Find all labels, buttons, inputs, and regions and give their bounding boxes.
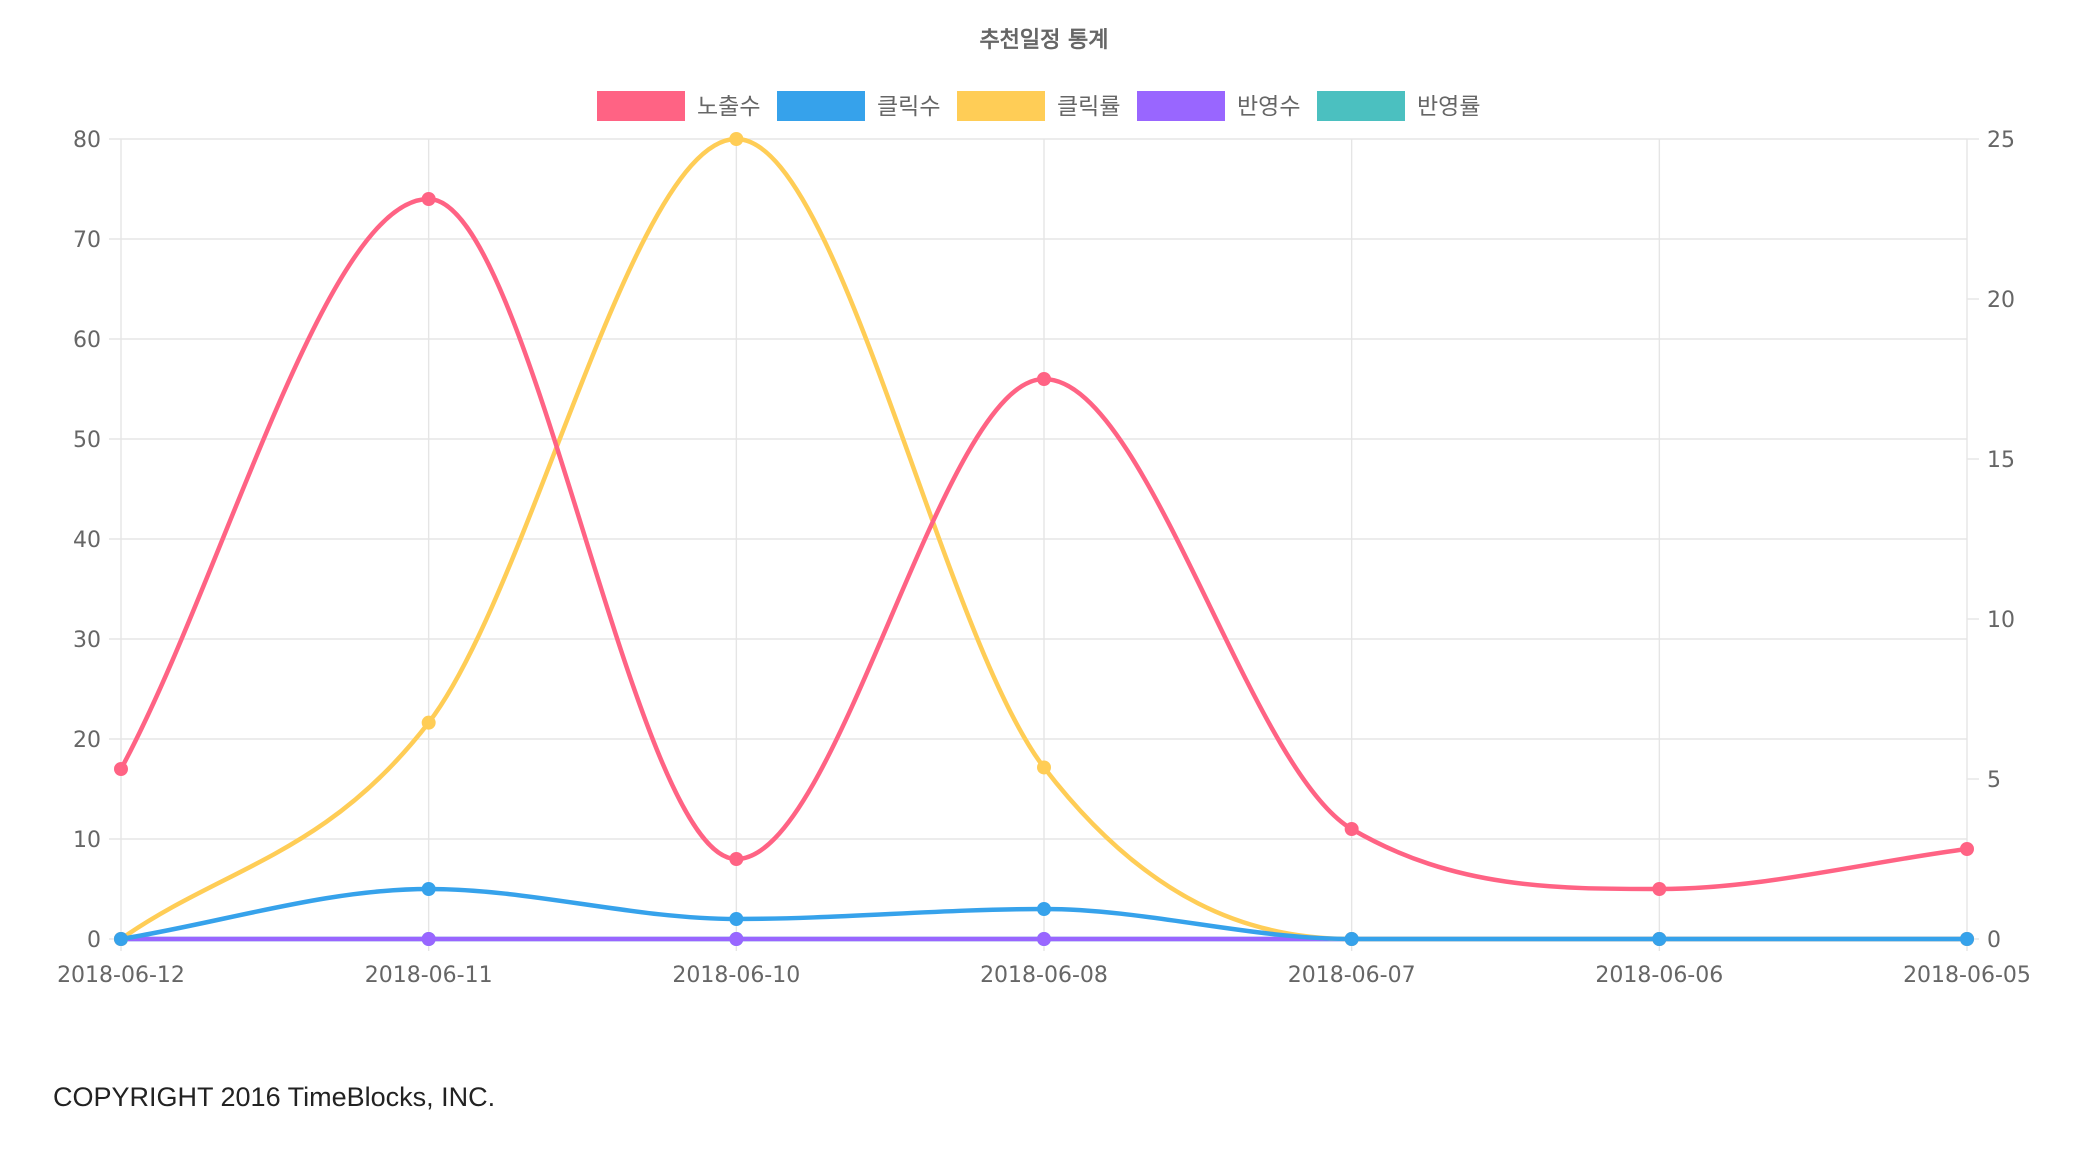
y-left-tick-label: 20 [73, 728, 101, 753]
y-right-tick-label: 20 [1987, 288, 2015, 313]
data-point [1960, 932, 1974, 946]
data-point [1344, 822, 1359, 836]
y-left-tick-label: 50 [73, 428, 101, 453]
copyright-footer: COPYRIGHT 2016 TimeBlocks, INC. [53, 1082, 496, 1112]
y-left-tick-label: 40 [73, 528, 101, 553]
legend-swatch [777, 91, 865, 121]
data-point [1652, 882, 1667, 896]
legend-label: 클릭률 [1057, 94, 1120, 120]
legend-label: 반영률 [1417, 94, 1480, 120]
x-tick-label: 2018-06-07 [1288, 963, 1416, 988]
legend-swatch [1317, 91, 1405, 121]
data-point [1344, 932, 1359, 946]
y-right-tick-label: 15 [1987, 448, 2015, 473]
y-left-tick-label: 10 [73, 828, 101, 853]
x-tick-label: 2018-06-05 [1903, 963, 2031, 988]
y-right-tick-label: 25 [1987, 128, 2015, 153]
chart-title: 추천일정 통계 [979, 28, 1108, 53]
y-left-tick-label: 80 [73, 128, 101, 153]
legend-label: 노출수 [697, 94, 760, 120]
data-point [729, 932, 744, 946]
y-left-tick-label: 70 [73, 228, 101, 253]
x-tick-label: 2018-06-08 [980, 963, 1108, 988]
data-point [1037, 760, 1051, 775]
data-point [114, 932, 128, 946]
data-point [421, 882, 436, 896]
y-left-tick-label: 60 [73, 328, 101, 353]
data-point [1037, 932, 1051, 946]
legend-swatch [1137, 91, 1225, 121]
y-right-tick-label: 5 [1987, 768, 2001, 793]
data-point [114, 762, 128, 776]
y-right-tick-label: 10 [1987, 608, 2015, 633]
x-tick-label: 2018-06-06 [1595, 963, 1723, 988]
legend-swatch [597, 91, 685, 121]
data-point [1037, 902, 1051, 916]
legend-label: 반영수 [1237, 94, 1300, 120]
data-point [1037, 372, 1051, 386]
y-left-tick-label: 30 [73, 628, 101, 653]
data-point [729, 132, 744, 146]
x-tick-label: 2018-06-10 [672, 963, 800, 988]
data-point [729, 912, 744, 926]
y-right-tick-label: 0 [1987, 928, 2001, 953]
y-left-tick-label: 0 [87, 928, 101, 953]
legend-label: 클릭수 [877, 94, 940, 120]
data-point [1960, 842, 1974, 856]
data-point [1652, 932, 1667, 946]
legend-swatch [957, 91, 1045, 121]
x-tick-label: 2018-06-11 [365, 963, 493, 988]
data-point [729, 852, 744, 866]
data-point [421, 932, 436, 946]
data-point [421, 715, 436, 730]
series-line [118, 196, 1970, 892]
data-point [421, 192, 436, 206]
x-tick-label: 2018-06-12 [57, 963, 185, 988]
